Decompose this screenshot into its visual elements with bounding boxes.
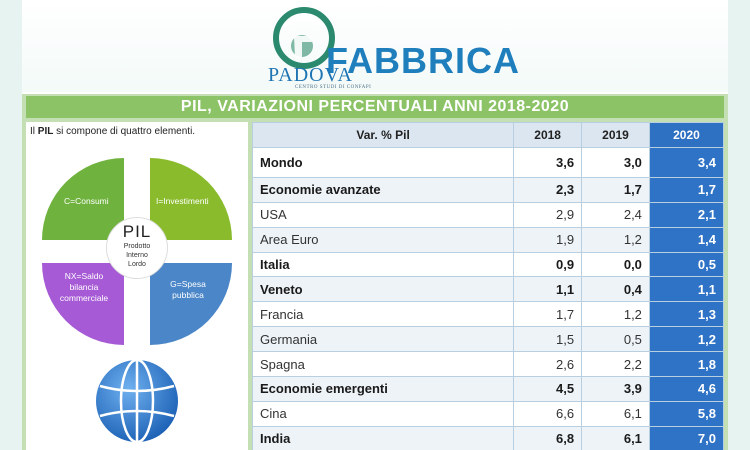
row-label-cell: Area Euro [251,226,515,253]
value-2020-cell: 1,8 [648,351,725,378]
table-row: Italia 0,9 0,0 0,5 [251,251,725,278]
value-2019-cell: 6,1 [581,400,650,427]
column-header-2018: 2018 [513,122,583,148]
quadrant-spesa-pubblica: G=Spesa pubblica [150,263,232,345]
row-label-cell: Veneto [251,276,515,303]
quadrant-investimenti-label: I=Investimenti [156,196,209,206]
caption-text-pre: Il [30,126,38,137]
quadrant-consumi-label: C=Consumi [64,196,109,206]
value-2020-cell: 1,7 [648,176,725,203]
background-right-strip [728,0,750,450]
value-2019-cell: 0,5 [581,326,650,353]
table-row: Area Euro 1,9 1,2 1,4 [251,226,725,253]
value-2018-cell: 1,9 [513,226,583,253]
value-2019-cell: 6,1 [581,425,650,450]
value-2019-cell: 1,2 [581,226,650,253]
value-2018-cell: 2,9 [513,201,583,228]
value-2018-cell: 6,8 [513,425,583,450]
logo-brand-text: FABBRICA [326,40,520,81]
value-2018-cell: 6,6 [513,400,583,427]
value-2019-cell: 3,0 [581,146,650,178]
value-2020-cell: 0,5 [648,251,725,278]
value-2020-cell: 5,8 [648,400,725,427]
value-2020-cell: 2,1 [648,201,725,228]
table-row: Spagna 2,6 2,2 1,8 [251,351,725,378]
quadrant-spesa-label: G=Spesa pubblica [152,279,224,301]
row-label-cell: Spagna [251,351,515,378]
value-2019-cell: 1,2 [581,301,650,328]
value-2018-cell: 1,1 [513,276,583,303]
header-background [22,0,728,92]
value-2020-cell: 4,6 [648,376,725,402]
column-header-2019: 2019 [581,122,650,148]
value-2019-cell: 0,0 [581,251,650,278]
pil-center-subtitle-line: Lordo [128,261,146,268]
value-2018-cell: 4,5 [513,376,583,402]
row-label-cell: India [251,425,515,450]
value-2020-cell: 1,1 [648,276,725,303]
row-label-cell: Mondo [251,146,515,178]
logo-emblem-icon [273,7,335,69]
table-row: Economie emergenti 4,5 3,9 4,6 [251,376,725,402]
caption-text-post: si compone di quattro elementi. [53,126,196,137]
value-2020-cell: 1,3 [648,301,725,328]
table-row: Mondo 3,6 3,0 3,4 [251,146,725,178]
table-header-row: Var. % Pil 2018 2019 2020 [251,122,725,148]
caption-text-bold: PIL [37,126,54,137]
quadrant-saldo-line: NX=Saldo [64,271,104,281]
row-label-cell: Italia [251,251,515,278]
value-2019-cell: 2,4 [581,201,650,228]
table-row: Francia 1,7 1,2 1,3 [251,301,725,328]
globe-icon [96,358,178,444]
logo-subtitle-text: CENTRO STUDI DI CONFAPI [295,85,372,90]
pil-center-subtitle-line: Interno [126,252,148,259]
quadrant-spesa-line: pubblica [172,290,204,300]
logo-city-text: PADOVA [268,64,353,86]
gdp-table-panel: Var. % Pil 2018 2019 2020 Mondo 3,6 3,0 3,4… [251,122,725,450]
table-row: Economie avanzate 2,3 1,7 1,7 [251,176,725,203]
table-row: Veneto 1,1 0,4 1,1 [251,276,725,303]
row-label-cell: Economie emergenti [251,376,515,402]
fabbrica-padova-logo: FABBRICA PADOVA CENTRO STUDI DI CONFAPI [262,6,519,90]
column-header-2020: 2020 [648,122,725,148]
quadrant-saldo-label: NX=Saldo bilancia commerciale [48,271,120,304]
value-2018-cell: 2,3 [513,176,583,203]
gdp-table: Var. % Pil 2018 2019 2020 Mondo 3,6 3,0 3,4… [251,122,725,450]
table-row: India 6,8 6,1 7,0 [251,425,725,450]
value-2020-cell: 7,0 [648,425,725,450]
column-header-label: Var. % Pil [251,122,515,148]
pil-center-subtitle-line: Prodotto [123,243,151,250]
value-2019-cell: 0,4 [581,276,650,303]
table-row: USA 2,9 2,4 2,1 [251,201,725,228]
value-2020-cell: 1,4 [648,226,725,253]
quadrant-spesa-line: G=Spesa [170,279,206,289]
row-label-cell: Francia [251,301,515,328]
value-2019-cell: 2,2 [581,351,650,378]
quadrant-saldo-bilancia: NX=Saldo bilancia commerciale [42,263,124,345]
row-label-cell: Economie avanzate [251,176,515,203]
value-2018-cell: 1,7 [513,301,583,328]
table-row: Germania 1,5 0,5 1,2 [251,326,725,353]
value-2018-cell: 3,6 [513,146,583,178]
value-2018-cell: 2,6 [513,351,583,378]
row-label-cell: Germania [251,326,515,353]
page-title: PIL, VARIAZIONI PERCENTUALI ANNI 2018-20… [26,96,724,118]
row-label-cell: USA [251,201,515,228]
table-row: Cina 6,6 6,1 5,8 [251,400,725,427]
background-left-strip [0,0,22,450]
value-2020-cell: 3,4 [648,146,725,178]
value-2018-cell: 0,9 [513,251,583,278]
pil-center-circle: PIL Prodotto Interno Lordo [106,217,168,279]
value-2020-cell: 1,2 [648,326,725,353]
value-2018-cell: 1,5 [513,326,583,353]
pil-components-panel: Il PIL si compone di quattro elementi. C… [26,122,248,450]
pil-center-title: PIL [122,222,152,241]
value-2019-cell: 1,7 [581,176,650,203]
value-2019-cell: 3,9 [581,376,650,402]
quadrant-saldo-line: bilancia [69,282,99,292]
pil-caption: Il PIL si compone di quattro elementi. [30,126,195,137]
quadrant-saldo-line: commerciale [59,293,109,303]
row-label-cell: Cina [251,400,515,427]
